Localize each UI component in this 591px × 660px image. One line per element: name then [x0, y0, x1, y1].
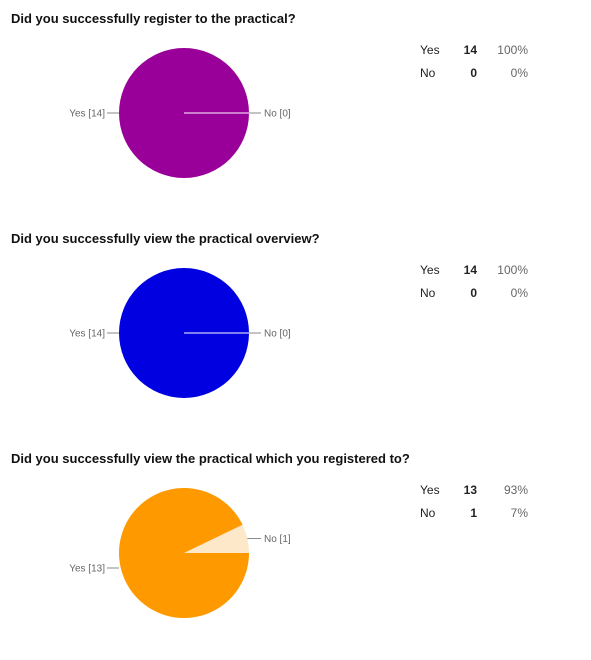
- pie-chart: Yes [14] No [0]: [0, 0, 591, 220]
- summary-row-yes: Yes 14 100%: [420, 258, 528, 281]
- question-block-2: Did you successfully view the practical …: [0, 220, 591, 440]
- summary-row-no: No 0 0%: [420, 281, 528, 304]
- answer-percent: 100%: [477, 258, 528, 281]
- slice-label-yes: Yes [14]: [69, 109, 105, 120]
- answer-label: Yes: [420, 258, 457, 281]
- summary-row-yes: Yes 14 100%: [420, 38, 528, 61]
- question-block-3: Did you successfully view the practical …: [0, 440, 591, 660]
- response-summary-table: Yes 14 100% No 0 0%: [420, 38, 528, 84]
- answer-count: 14: [457, 38, 477, 61]
- answer-count: 0: [457, 61, 477, 84]
- answer-label: Yes: [420, 478, 457, 501]
- slice-label-no: No [0]: [264, 329, 291, 340]
- summary-row-no: No 1 7%: [420, 501, 528, 524]
- response-summary-table: Yes 14 100% No 0 0%: [420, 258, 528, 304]
- answer-label: No: [420, 281, 457, 304]
- pie-chart: Yes [13] No [1]: [0, 440, 591, 646]
- answer-percent: 0%: [477, 281, 528, 304]
- answer-count: 14: [457, 258, 477, 281]
- slice-label-yes: Yes [13]: [69, 564, 105, 575]
- question-block-1: Did you successfully register to the pra…: [0, 0, 591, 220]
- answer-label: No: [420, 61, 457, 84]
- pie-chart: Yes [14] No [0]: [0, 220, 591, 440]
- answer-label: Yes: [420, 38, 457, 61]
- pie-slice-yes: [119, 488, 249, 618]
- summary-row-no: No 0 0%: [420, 61, 528, 84]
- answer-count: 13: [457, 478, 477, 501]
- answer-percent: 93%: [477, 478, 528, 501]
- summary-row-yes: Yes 13 93%: [420, 478, 528, 501]
- answer-percent: 0%: [477, 61, 528, 84]
- answer-label: No: [420, 501, 457, 524]
- answer-percent: 100%: [477, 38, 528, 61]
- slice-label-yes: Yes [14]: [69, 329, 105, 340]
- answer-count: 0: [457, 281, 477, 304]
- answer-count: 1: [457, 501, 477, 524]
- answer-percent: 7%: [477, 501, 528, 524]
- response-summary-table: Yes 13 93% No 1 7%: [420, 478, 528, 524]
- slice-label-no: No [1]: [264, 534, 291, 545]
- slice-label-no: No [0]: [264, 109, 291, 120]
